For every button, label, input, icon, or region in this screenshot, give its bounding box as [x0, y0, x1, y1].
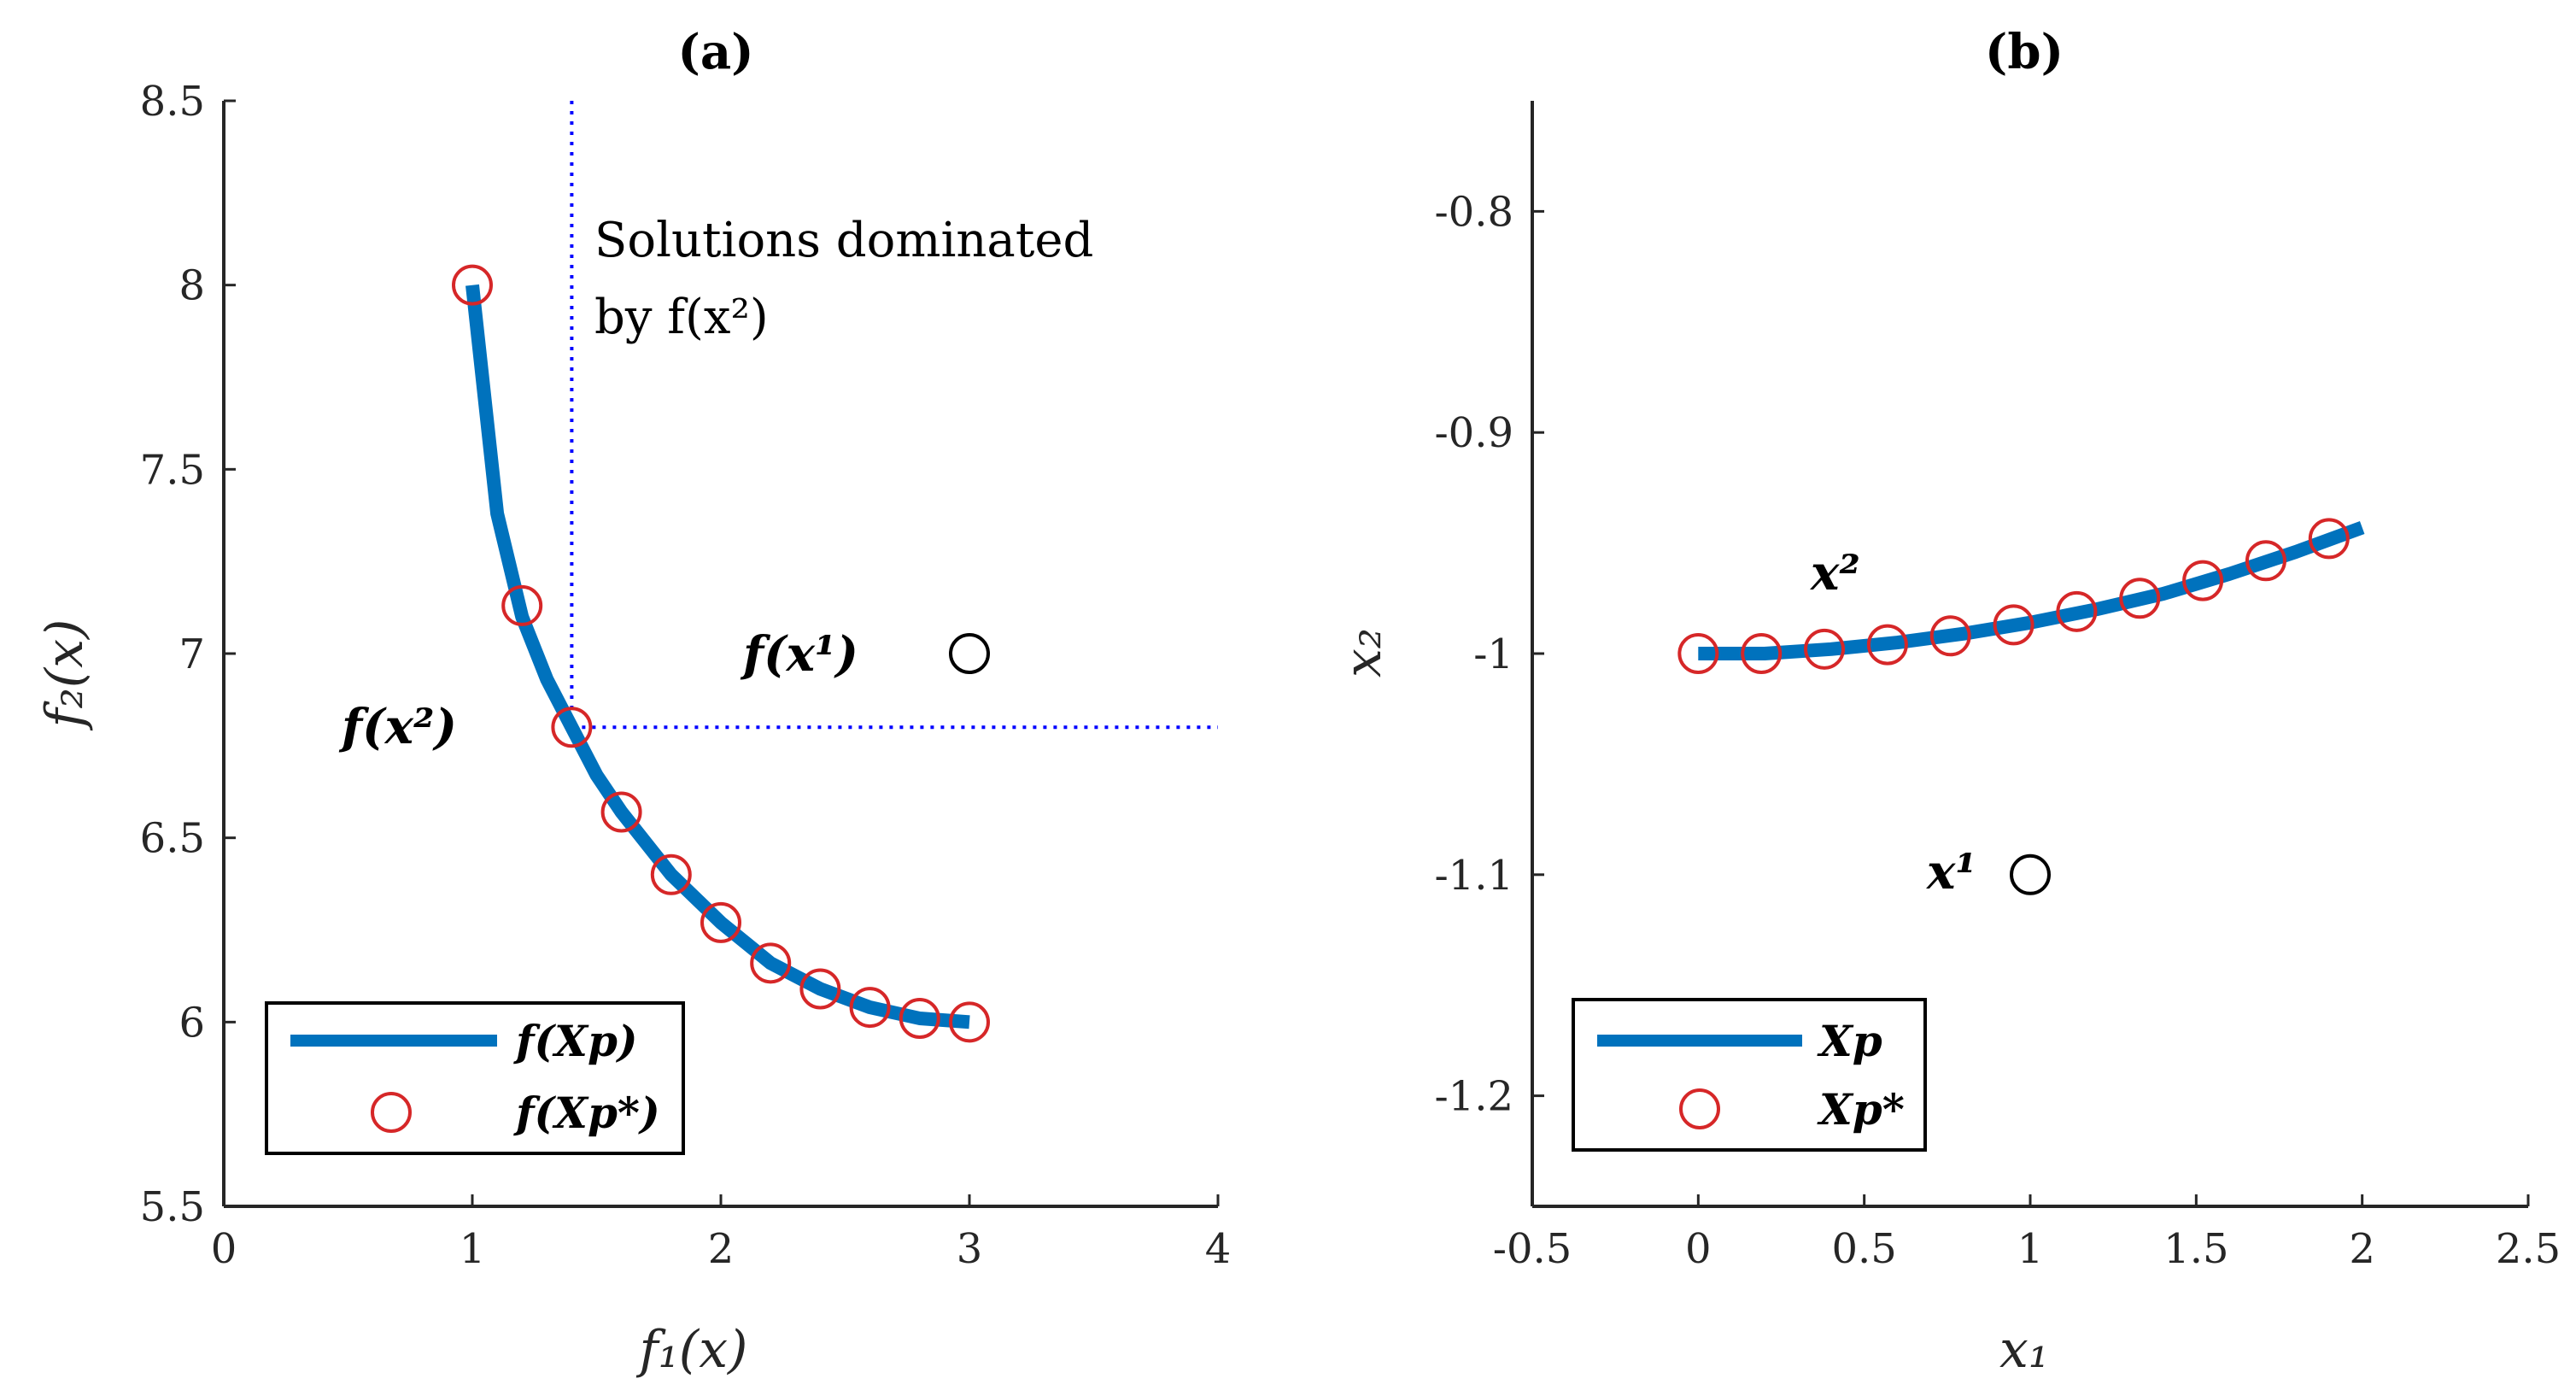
panel-a-x-ticks: 0 1 2 3 4 [211, 1194, 1232, 1273]
y-tick-label: -1.2 [1434, 1073, 1513, 1121]
pareto-point-marker [2056, 590, 2098, 632]
pareto-point-marker [799, 968, 841, 1010]
pareto-point-marker [750, 942, 792, 984]
panel-a: (a) 0 1 2 3 4 5.5 6 6.5 7 7.5 8 8.5 Solutions domi… [35, 24, 1231, 1380]
dominance-region [570, 101, 1218, 730]
panel-a-ylabel: f₂(x) [35, 619, 95, 731]
y-tick-label: 7 [179, 631, 205, 678]
pareto-point-marker [1929, 615, 1971, 657]
fx2-label: f(x²) [338, 699, 457, 755]
y-tick-label: -1 [1473, 631, 1513, 678]
x-tick-label: 2 [708, 1225, 735, 1273]
y-tick-label: 6.5 [140, 815, 205, 863]
pareto-point-marker [650, 853, 692, 895]
panel-b-xlabel: x₁ [1999, 1320, 2049, 1380]
pareto-point-marker [2182, 560, 2224, 601]
y-tick-label: 8 [179, 262, 205, 310]
panel-a-title: (a) [677, 24, 753, 80]
pareto-point-marker [849, 987, 891, 1029]
x2-label: x² [1810, 545, 1860, 601]
panel-b-legend: Xp Xp* [1572, 998, 1927, 1152]
pareto-point-marker [1866, 624, 1908, 666]
panel-a-legend: f(Xp) f(Xp*) [265, 1001, 685, 1155]
x-tick-label: 4 [1205, 1225, 1232, 1273]
dominated-annotation-line1: Solutions dominated [594, 213, 1093, 268]
x1-label: x¹ [1926, 844, 1976, 900]
pareto-point-marker [1993, 604, 2034, 646]
panel-a-series [452, 264, 990, 1043]
legend-entry-fxp-star: f(Xp*) [513, 1088, 660, 1138]
series-line-fxp [465, 284, 970, 1029]
legend-marker-swatch [371, 1092, 412, 1133]
series-line-xp [1698, 520, 2365, 660]
pareto-point-marker [2245, 540, 2286, 582]
x-tick-label: 1.5 [2163, 1225, 2228, 1273]
dominated-annotation-line2: by f(x²) [594, 290, 769, 345]
pareto-point-marker [1741, 633, 1783, 674]
pareto-point-marker [1677, 633, 1719, 674]
pareto-point-marker [501, 584, 543, 626]
x-tick-label: 2.5 [2496, 1225, 2561, 1273]
panel-a-xlabel: f₁(x) [636, 1320, 748, 1380]
pareto-point-marker [949, 1001, 990, 1043]
panel-b-ylabel: x₂ [1333, 628, 1393, 677]
y-tick-label: 8.5 [140, 78, 205, 126]
panel-b-x-ticks: -0.5 0 0.5 1 1.5 2 2.5 [1493, 1194, 2561, 1273]
pareto-point-marker [2119, 578, 2161, 619]
pareto-point-marker [700, 901, 741, 943]
y-tick-label: 6 [179, 999, 205, 1047]
solution-point-marker [949, 633, 990, 674]
fx1-label: f(x¹) [740, 626, 858, 683]
x-tick-label: 1 [460, 1225, 486, 1273]
panel-b-series [1677, 518, 2365, 895]
y-tick-label: -0.8 [1434, 188, 1513, 236]
legend-entry-xp-star: Xp* [1817, 1084, 1905, 1135]
solution-point-marker [2010, 853, 2051, 895]
panel-a-legend-box [265, 1001, 685, 1155]
pareto-point-marker [452, 264, 493, 306]
panel-b-y-ticks: -1.2 -1.1 -1 -0.9 -0.8 [1434, 188, 1544, 1121]
y-tick-label: 7.5 [140, 446, 205, 494]
pareto-point-marker [899, 998, 940, 1040]
x-tick-label: 0 [211, 1225, 237, 1273]
legend-marker-swatch [1679, 1088, 1720, 1129]
pareto-point-marker [600, 791, 642, 833]
panel-a-y-ticks: 5.5 6 6.5 7 7.5 8 8.5 [140, 78, 236, 1231]
pareto-point-marker [2308, 518, 2350, 560]
panel-b-title: (b) [1985, 24, 2064, 80]
x-tick-label: 3 [957, 1225, 983, 1273]
x-tick-label: -0.5 [1493, 1225, 1572, 1273]
x-tick-label: 2 [2349, 1225, 2375, 1273]
pareto-point-marker [551, 707, 593, 748]
panel-b-legend-box [1572, 998, 1927, 1152]
panel-b: (b) -0.5 0 0.5 1 1.5 2 2.5 -1.2-1.1-1-0.9-0.8 … [1333, 24, 2561, 1380]
y-tick-label: -0.9 [1434, 409, 1513, 457]
legend-entry-xp: Xp [1817, 1016, 1882, 1066]
y-tick-label: -1.1 [1434, 852, 1513, 900]
legend-entry-fxp: f(Xp) [513, 1016, 638, 1066]
y-tick-label: 5.5 [140, 1183, 205, 1231]
x-tick-label: 0.5 [1831, 1225, 1896, 1273]
x-tick-label: 0 [1685, 1225, 1712, 1273]
pareto-point-marker [1804, 628, 1846, 670]
x-tick-label: 1 [2017, 1225, 2044, 1273]
